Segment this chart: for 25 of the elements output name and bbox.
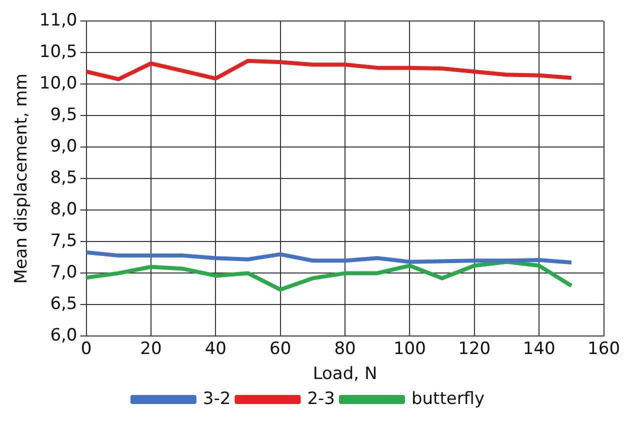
y-tick-label: 7,5 [50, 231, 78, 252]
y-tick-label: 7,0 [50, 262, 78, 283]
x-tick-label: 140 [522, 338, 556, 359]
legend-label: 2-3 [307, 388, 335, 409]
y-tick-label: 10,5 [39, 42, 78, 62]
y-axis-title: Mean displacement, mm [12, 74, 32, 284]
legend-label: 3-2 [202, 388, 231, 409]
y-tick-label: 10,0 [39, 74, 78, 94]
y-tick-label: 9,0 [50, 136, 78, 157]
y-tick-label: 11,0 [39, 10, 78, 31]
y-tick-label: 6,0 [50, 326, 78, 346]
x-tick-label: 100 [393, 338, 426, 359]
y-tick-label: 6,5 [50, 294, 78, 314]
x-tick-label: 20 [140, 338, 162, 359]
x-tick-label: 40 [204, 338, 226, 359]
y-tick-label: 9,5 [50, 105, 78, 126]
x-tick-label: 160 [588, 338, 620, 359]
legend-label: butterfly [411, 388, 485, 409]
x-tick-label: 120 [458, 338, 491, 359]
y-tick-label: 8,0 [50, 200, 78, 220]
x-tick-label: 0 [80, 338, 92, 359]
x-tick-label: 60 [270, 338, 292, 359]
x-tick-label: 80 [334, 338, 356, 359]
y-tick-label: 8,5 [50, 168, 78, 188]
x-axis-title: Load, N [312, 364, 378, 384]
